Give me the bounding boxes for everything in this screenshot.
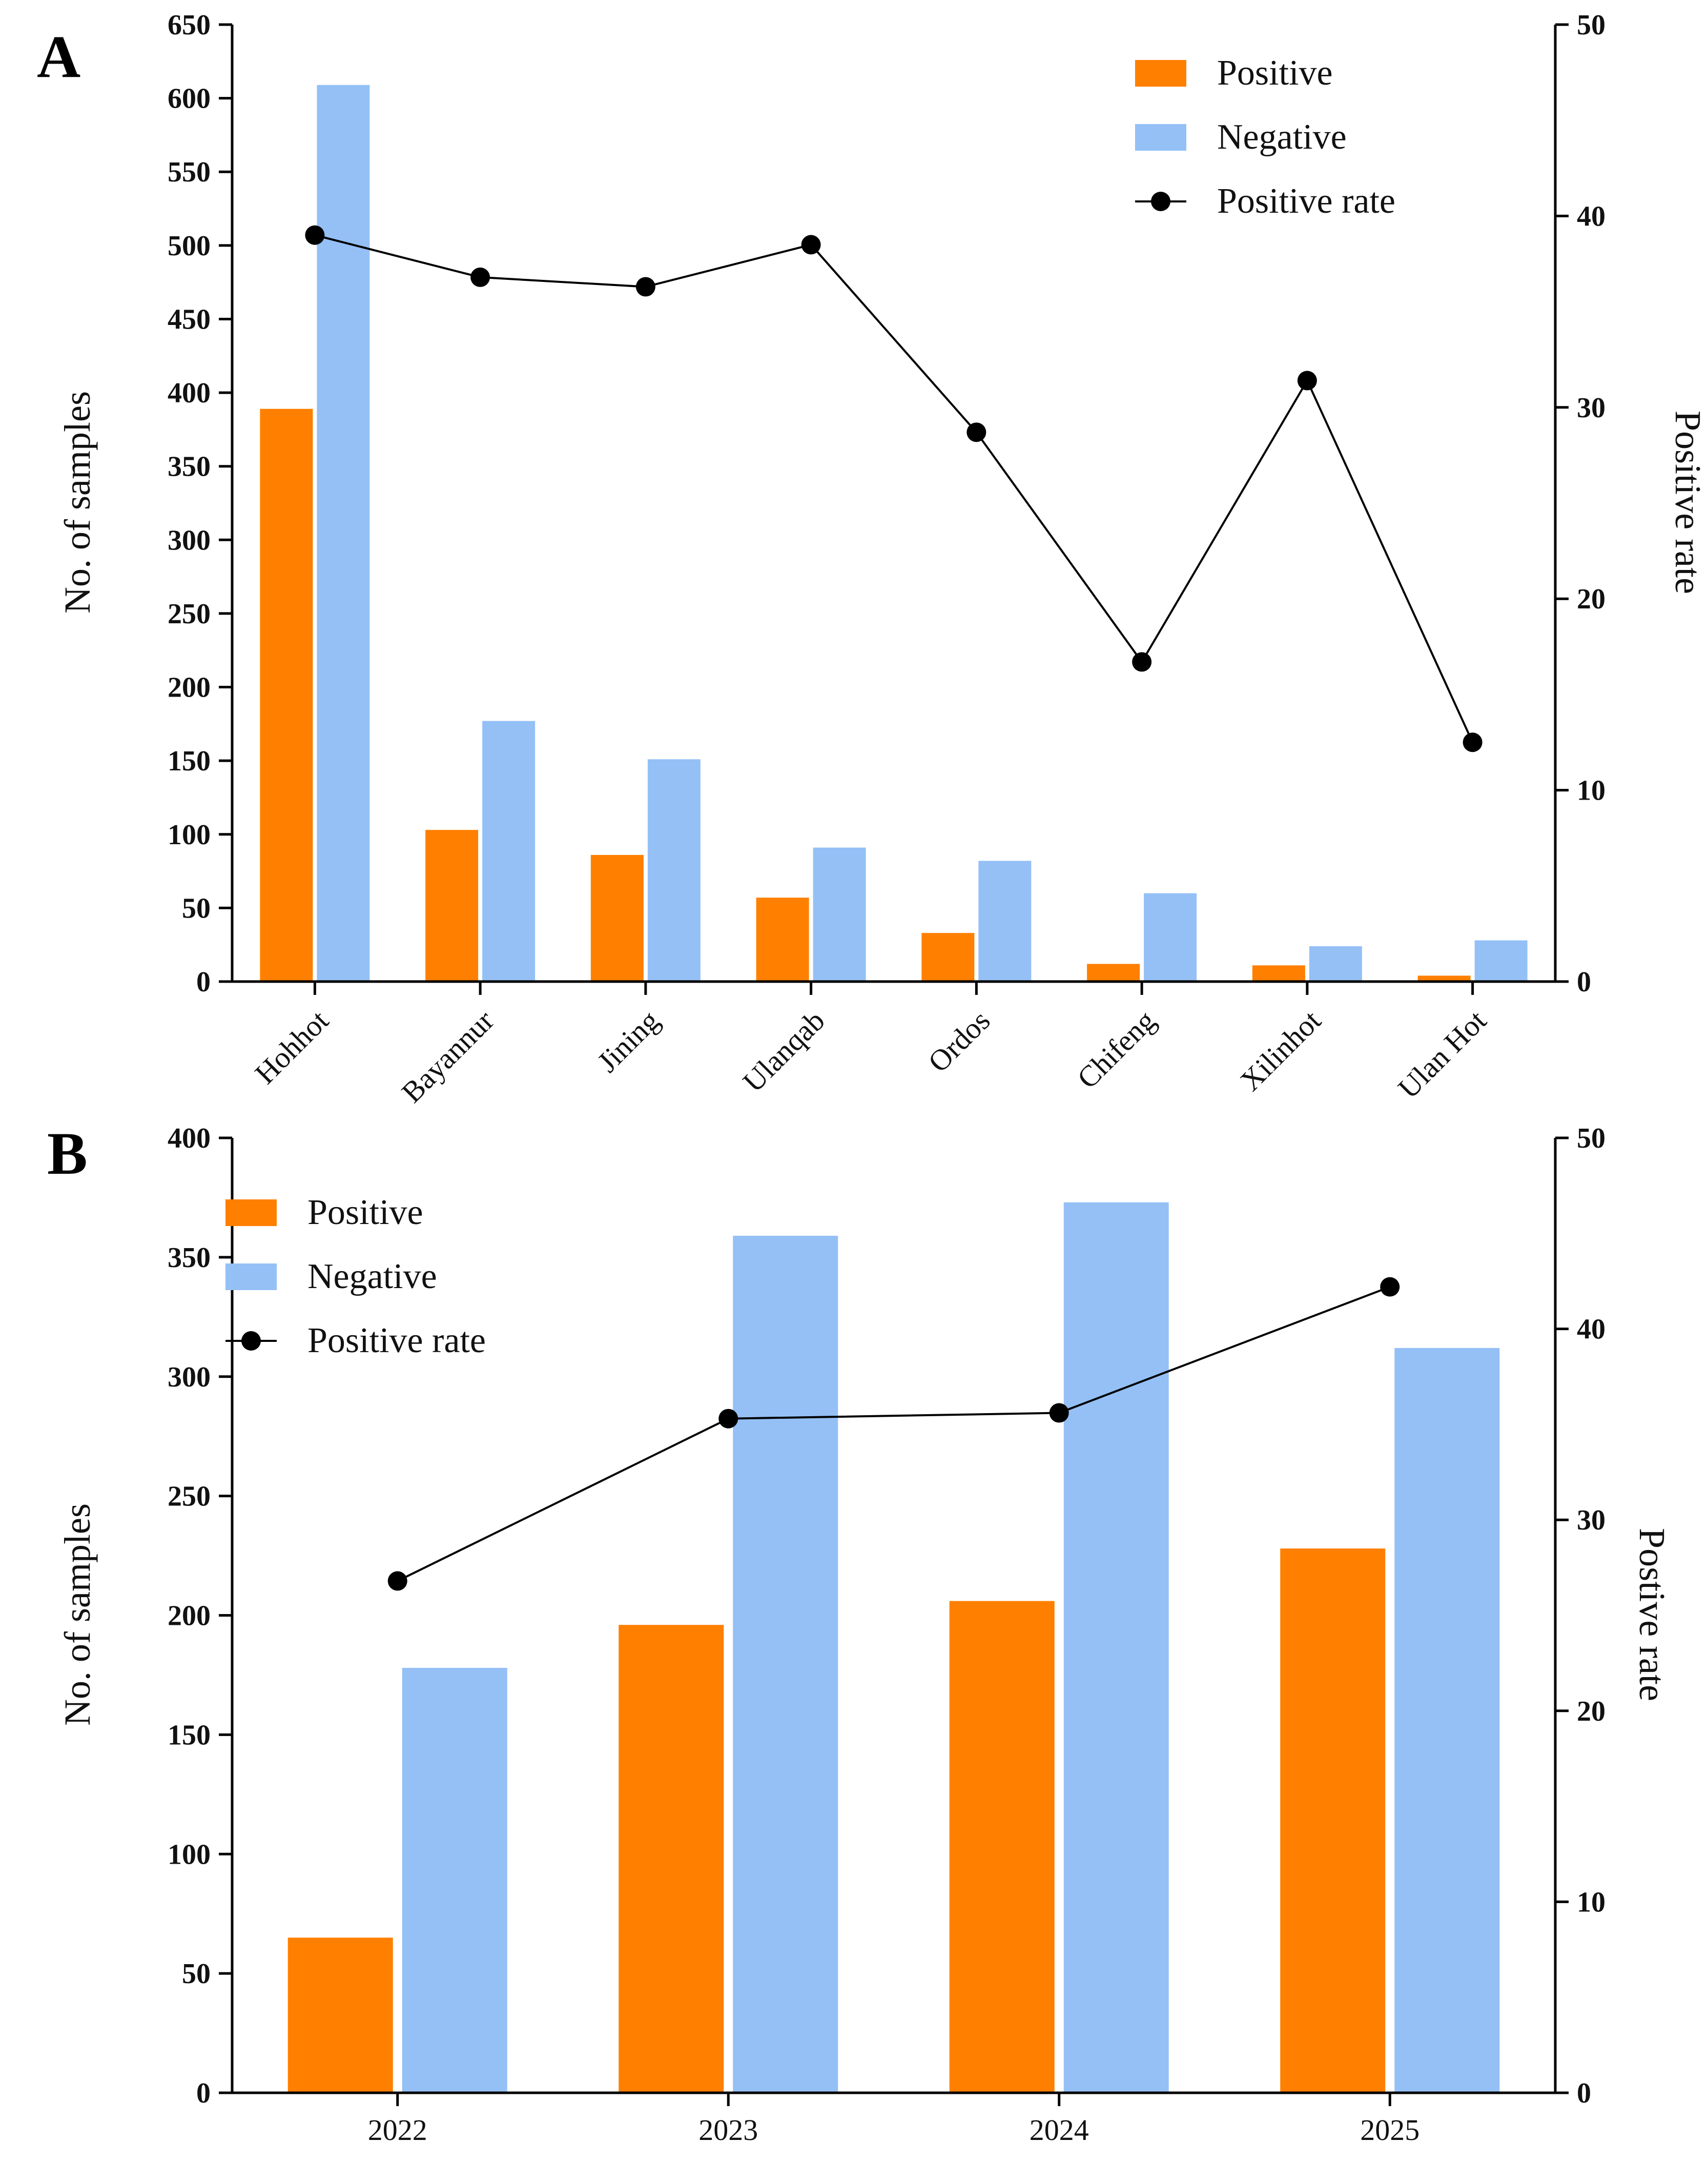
- right-tick-label: 0: [1577, 966, 1591, 998]
- rate-point-ordos: [966, 422, 986, 442]
- bar-negative-2024: [1063, 1202, 1169, 2093]
- rate-point-xilinhot: [1297, 371, 1317, 391]
- panel-b-chart: B 0 50 100 150 200 250 300 350 400 0 10 20 30 40 50 2022…: [47, 1120, 1673, 2147]
- x-tick-label-2025: 2025: [1360, 2113, 1419, 2147]
- rate-point-2024: [1049, 1403, 1069, 1423]
- x-tick-label-2023: 2023: [698, 2113, 758, 2147]
- positive-rate-line: [314, 234, 1474, 743]
- right-tick-label: 0: [1577, 2077, 1591, 2109]
- right-tick-label: 20: [1577, 1696, 1606, 1727]
- right-tick-label: 30: [1577, 392, 1606, 424]
- bar-positive-bayannur: [425, 830, 479, 982]
- rate-point-ulan-hot: [1463, 732, 1483, 752]
- left-tick-label: 0: [196, 966, 211, 998]
- x-tick-label-2022: 2022: [368, 2113, 427, 2147]
- legend-marker-positive-rate: [241, 1331, 261, 1351]
- rate-point-bayannur: [470, 267, 490, 287]
- rate-point-chifeng: [1132, 652, 1152, 672]
- legend-label-positive: Positive: [1217, 53, 1333, 93]
- bar-positive-hohhot: [260, 409, 313, 982]
- left-tick-label: 200: [168, 1600, 211, 1632]
- bar-positive-jining: [590, 854, 644, 982]
- bar-positive-xilinhot: [1252, 965, 1305, 982]
- bar-negative-chifeng: [1144, 893, 1197, 982]
- bar-negative-ordos: [978, 861, 1032, 982]
- legend-marker-positive-rate: [1151, 192, 1170, 211]
- right-tick-label: 10: [1577, 775, 1606, 807]
- left-tick-label: 0: [196, 2077, 211, 2109]
- positive-rate-line: [397, 1286, 1390, 1582]
- bar-negative-hohhot: [317, 85, 370, 982]
- legend-swatch-positive: [225, 1199, 277, 1226]
- left-tick-label: 150: [168, 1719, 211, 1751]
- left-axis-title: No. of samples: [57, 1503, 98, 1726]
- left-axis-title: No. of samples: [57, 391, 98, 614]
- bar-negative-2025: [1394, 1348, 1500, 2093]
- bar-negative-jining: [647, 759, 701, 982]
- bar-negative-2023: [733, 1235, 838, 2093]
- bar-positive-2023: [619, 1625, 724, 2093]
- left-tick-label: 250: [168, 1481, 211, 1513]
- rate-point-hohhot: [305, 225, 325, 245]
- legend-swatch-positive: [1135, 60, 1186, 87]
- right-tick-label: 20: [1577, 583, 1606, 615]
- legend-label-positive-rate: Positive rate: [307, 1321, 486, 1360]
- left-tick-label: 100: [168, 819, 211, 851]
- left-tick-label: 350: [168, 451, 211, 483]
- right-tick-label: 40: [1577, 200, 1606, 232]
- legend: Positive Negative Positive rate: [225, 1193, 486, 1360]
- bar-positive-2025: [1280, 1548, 1386, 2093]
- bar-negative-ulan-hot: [1474, 940, 1528, 982]
- panel-label: B: [47, 1120, 88, 1187]
- left-tick-label: 300: [168, 524, 211, 556]
- left-tick-label: 100: [168, 1839, 211, 1870]
- bar-negative-bayannur: [482, 721, 536, 982]
- left-tick-label: 650: [168, 9, 211, 41]
- right-tick-label: 30: [1577, 1504, 1606, 1536]
- bar-positive-ulanqab: [756, 898, 809, 982]
- rate-point-jining: [635, 277, 655, 297]
- bar-positive-ordos: [921, 933, 975, 982]
- left-tick-label: 150: [168, 745, 211, 777]
- rate-point-2023: [718, 1409, 738, 1429]
- bar-positive-2024: [949, 1601, 1055, 2093]
- legend-swatch-negative: [1135, 124, 1186, 151]
- legend: Positive Negative Positive rate: [1135, 53, 1395, 221]
- left-tick-label: 600: [168, 83, 211, 115]
- bar-positive-chifeng: [1087, 964, 1140, 982]
- bar-positive-ulan-hot: [1417, 975, 1471, 982]
- left-tick-label: 250: [168, 598, 211, 630]
- bar-negative-xilinhot: [1309, 946, 1362, 982]
- bar-negative-ulanqab: [813, 847, 866, 982]
- right-tick-label: 50: [1577, 1123, 1606, 1154]
- right-axis-title: Positive rate: [1668, 411, 1708, 594]
- left-tick-label: 400: [168, 377, 211, 409]
- bar-negative-2022: [402, 1667, 507, 2093]
- legend-label-negative: Negative: [307, 1257, 437, 1296]
- rate-point-ulanqab: [801, 235, 821, 255]
- right-tick-label: 10: [1577, 1886, 1606, 1918]
- left-tick-label: 550: [168, 156, 211, 188]
- left-tick-label: 500: [168, 230, 211, 262]
- right-tick-label: 40: [1577, 1314, 1606, 1345]
- left-tick-label: 50: [182, 892, 211, 924]
- left-tick-label: 300: [168, 1361, 211, 1393]
- rate-point-2022: [387, 1571, 407, 1591]
- x-tick-label-2024: 2024: [1030, 2113, 1089, 2147]
- right-tick-label: 50: [1577, 9, 1606, 41]
- legend-label-positive: Positive: [307, 1193, 423, 1232]
- left-tick-label: 50: [182, 1958, 211, 1990]
- rate-point-2025: [1380, 1277, 1400, 1297]
- right-axis-title: Postive rate: [1632, 1528, 1673, 1701]
- left-tick-label: 200: [168, 672, 211, 704]
- panel-label: A: [37, 23, 80, 90]
- legend-swatch-negative: [225, 1263, 277, 1290]
- left-tick-label: 400: [168, 1123, 211, 1154]
- left-tick-label: 350: [168, 1242, 211, 1274]
- legend-label-positive-rate: Positive rate: [1217, 181, 1395, 221]
- bar-positive-2022: [287, 1937, 393, 2093]
- legend-label-negative: Negative: [1217, 117, 1347, 157]
- left-tick-label: 450: [168, 303, 211, 335]
